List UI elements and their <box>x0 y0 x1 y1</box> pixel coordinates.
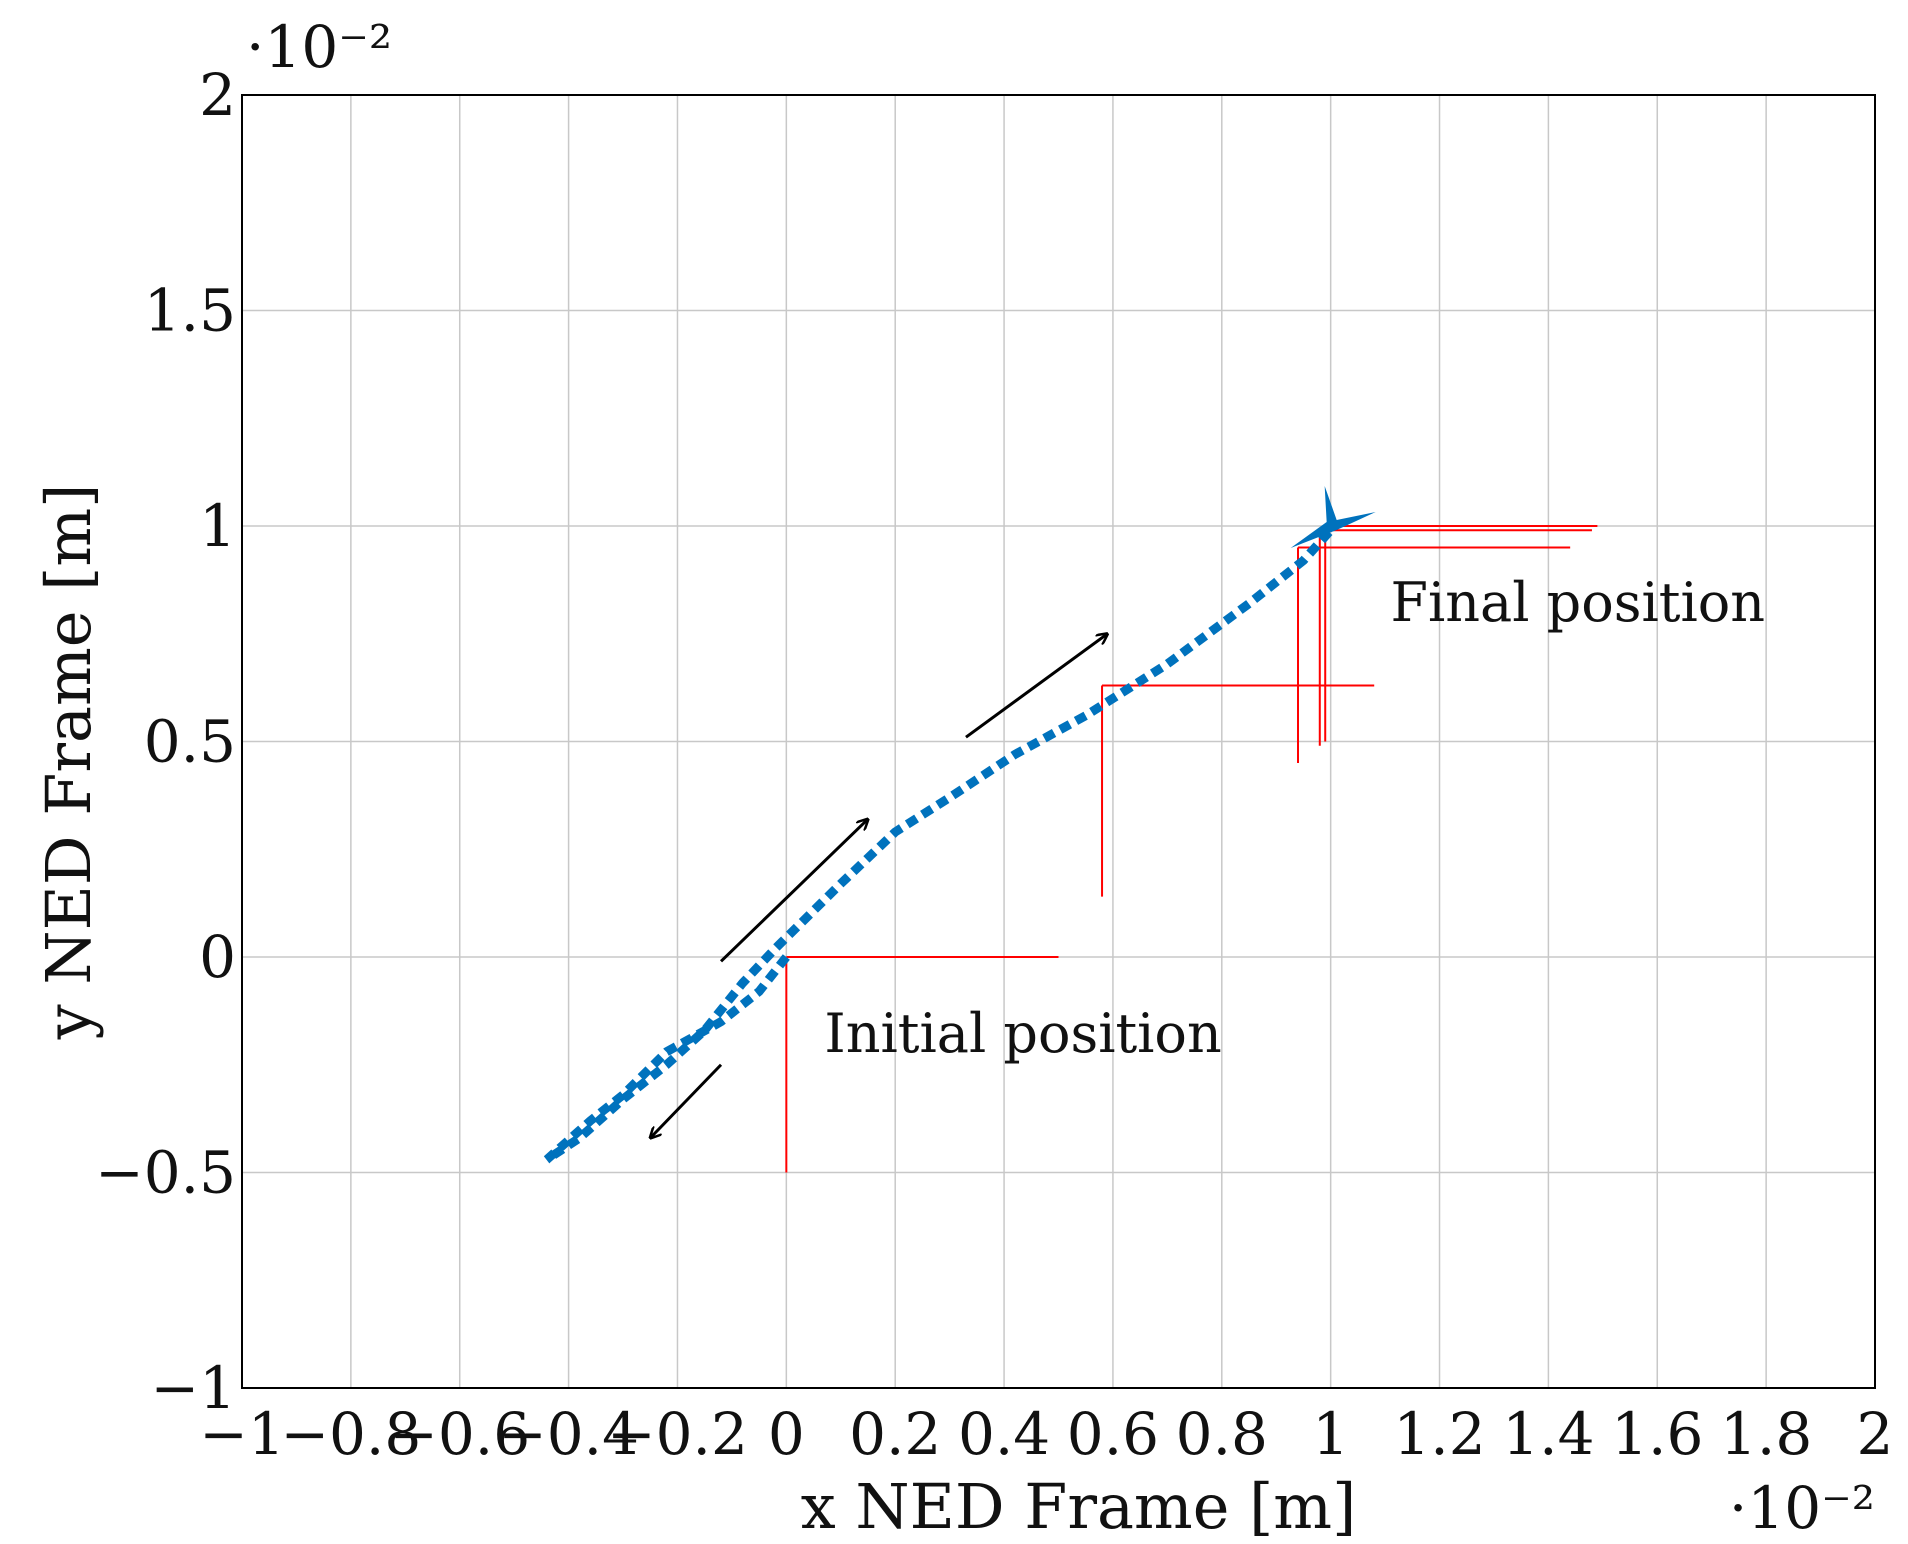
x-tick-label: 2 <box>1857 1400 1894 1468</box>
trajectory-series <box>543 527 1335 1164</box>
x-tick-label: 1.6 <box>1611 1400 1703 1468</box>
annotation-label: Final position <box>1391 571 1765 634</box>
grid-lines <box>241 94 1876 1389</box>
y-axis-title: y NED Frame [m] <box>32 484 105 1041</box>
x-tick-label: 0 <box>768 1400 805 1468</box>
direction-arrow <box>719 819 868 963</box>
x-tick-labels: −1−0.8−0.6−0.4−0.2 0 0.2 0.4 0.6 0.8 1 1.2 1.4 1.… <box>199 1400 1893 1468</box>
x-tick-label: 1.4 <box>1502 1400 1594 1468</box>
final-position-star <box>1290 486 1376 548</box>
y-tick-label: 0.5 <box>144 708 236 776</box>
x-tick-label: 0.6 <box>1067 1400 1159 1468</box>
x-tick-label: 0.8 <box>1176 1400 1268 1468</box>
y-exponent-label: ·10⁻² <box>246 13 392 81</box>
x-axis-title: x NED Frame [m] <box>801 1470 1357 1543</box>
y-tick-label: 0 <box>199 923 236 991</box>
x-exponent-label: ·10⁻² <box>1729 1474 1875 1542</box>
y-tick-label: −1 <box>151 1354 237 1422</box>
x-tick-label: −1 <box>199 1400 285 1468</box>
x-tick-label: 1.8 <box>1720 1400 1812 1468</box>
annotation-label: Initial position <box>824 1002 1221 1065</box>
x-tick-label: 0.4 <box>958 1400 1050 1468</box>
y-tick-label: 1.5 <box>144 277 236 345</box>
x-tick-label: −0.8 <box>280 1400 421 1468</box>
direction-arrows <box>650 634 1107 1138</box>
x-tick-label: 0.2 <box>849 1400 941 1468</box>
x-tick-label: 1 <box>1312 1400 1349 1468</box>
x-tick-label: −0.6 <box>389 1400 530 1468</box>
y-tick-label: 1 <box>199 492 236 560</box>
trajectory-line <box>543 527 1335 1164</box>
x-tick-label: −0.4 <box>498 1400 639 1468</box>
direction-arrow <box>650 1063 723 1138</box>
y-tick-label: −0.5 <box>95 1139 236 1207</box>
y-tick-label: 2 <box>199 61 236 129</box>
annotations: Initial position Final position <box>824 571 1765 1065</box>
final-position-marker <box>1290 486 1376 548</box>
red-frame-lines <box>785 525 1598 1173</box>
x-tick-label: 1.2 <box>1393 1400 1485 1468</box>
y-tick-labels: −1 −0.5 0 0.5 1 1.5 2 <box>95 61 236 1422</box>
x-tick-label: −0.2 <box>607 1400 748 1468</box>
plot-frame <box>241 94 1876 1389</box>
direction-arrow <box>965 634 1108 739</box>
